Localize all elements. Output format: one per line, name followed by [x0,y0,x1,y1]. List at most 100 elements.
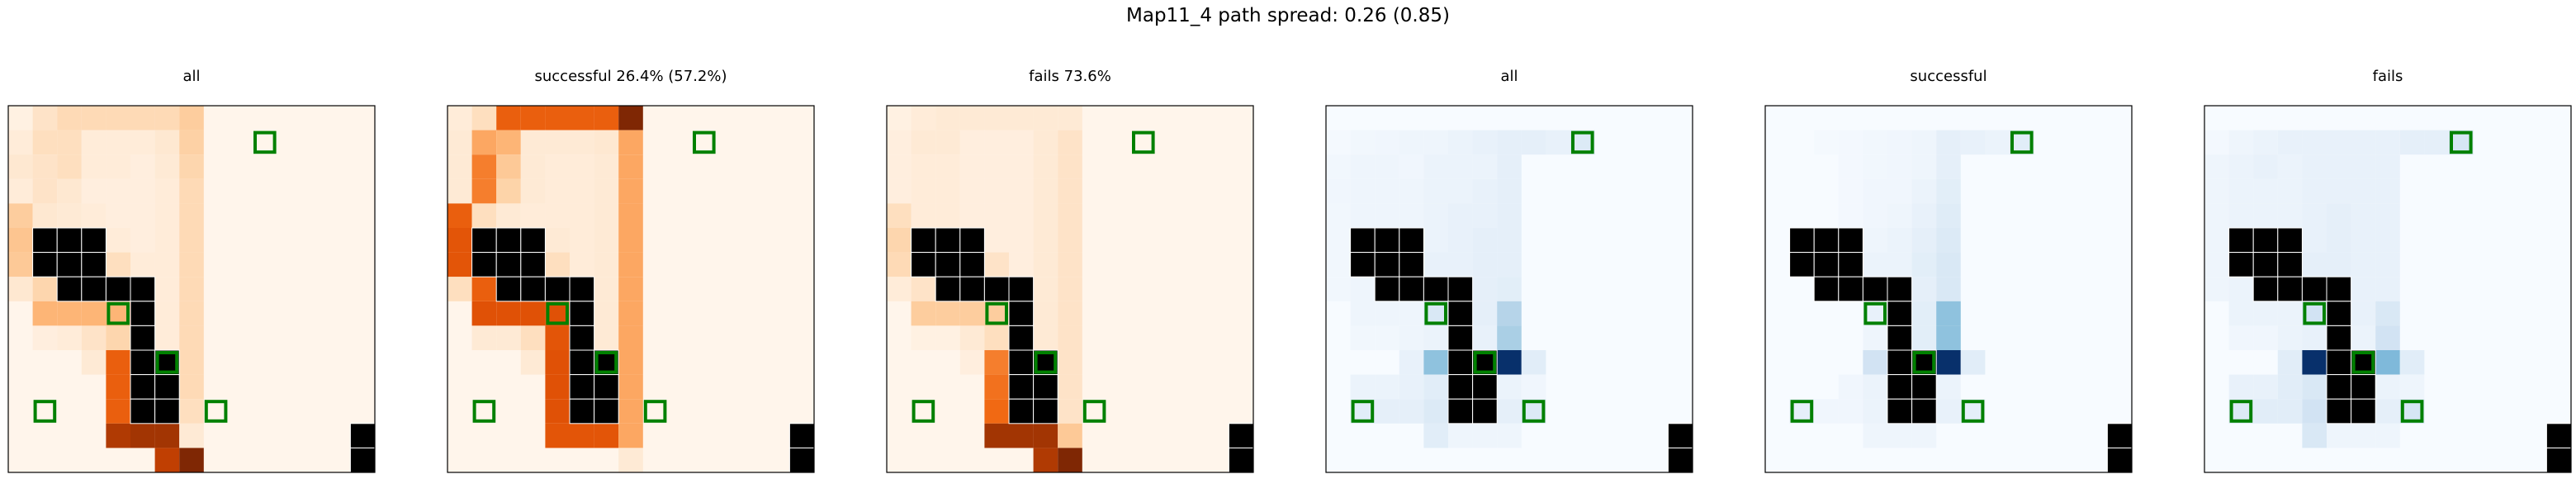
heatmap-cell [887,228,912,253]
heatmap-cell [1058,130,1082,155]
wall-cell [105,276,131,302]
heatmap-cell [1033,106,1058,130]
heatmap-cell [594,178,619,204]
heatmap-cell [496,325,521,350]
heatmap-cell [2228,277,2254,301]
heatmap-cell [2424,130,2449,155]
heatmap-cell [520,130,546,155]
heatmap-cell [1911,301,1937,326]
heatmap-cell [545,203,570,228]
heatmap-cell [1887,130,1912,155]
heatmap-cell [2375,130,2400,155]
heatmap-cell [471,154,497,179]
goal-marker [1424,301,1448,325]
heatmap-cell [447,277,472,301]
heatmap-cell [1399,350,1424,375]
heatmap-cell [1326,228,1351,253]
heatmap-cell [545,399,570,424]
goal-marker [2229,400,2253,423]
heatmap-cell [2253,399,2278,424]
heatmap-cell [179,178,204,204]
heatmap-cell [984,203,1009,228]
heatmap-cell [1497,252,1522,277]
wall-cell [911,227,936,254]
heatmap-cell [1423,423,1448,448]
heatmap-cell [2204,154,2229,179]
heatmap-cell [106,106,130,130]
heatmap-cell [1009,252,1034,277]
heatmap-cell [887,252,912,277]
heatmap-cell [1033,301,1058,326]
panel-frame [7,105,376,473]
heatmap-cell [2327,130,2351,155]
heatmap-cell [447,203,472,228]
wall-cell [1447,398,1474,424]
heatmap-cell [2351,301,2376,326]
heatmap-cell [2375,252,2400,277]
heatmap-cell [618,277,643,301]
heatmap-cell [1423,399,1448,424]
wall-cell [1667,423,1693,448]
heatmap-cell [2277,178,2303,204]
heatmap-cell [911,130,936,155]
heatmap-cell [2228,203,2254,228]
heatmap-cell [1009,154,1034,179]
heatmap-cell [1423,350,1448,375]
heatmap-cell [2228,301,2254,326]
heatmap-cell [179,277,204,301]
heatmap-cell [1472,203,1498,228]
heatmap-cell [2375,374,2400,400]
wall-cell [959,227,985,254]
heatmap-cell [594,252,619,277]
heatmap-cell [545,252,570,277]
heatmap-cell [154,130,180,155]
heatmap-cell [106,350,130,375]
wall-cell [959,276,985,302]
heatmap-cell [2327,228,2351,253]
wall-cell [594,398,619,424]
heatmap-cell [1448,228,1473,253]
heatmap-cell [8,203,33,228]
heatmap-cell [1814,399,1839,424]
heatmap-cell [1423,130,1448,155]
heatmap-cell [1497,228,1522,253]
heatmap-cell [154,252,180,277]
heatmap-cell [81,106,107,130]
heatmap-cell [1058,423,1082,448]
wall-cell [1911,398,1937,424]
heatmap-cell [1375,130,1399,155]
heatmap-cell [887,130,912,155]
wall-cell [130,374,156,400]
heatmap-cell [520,154,546,179]
heatmap-cell [496,203,521,228]
heatmap-cell [106,423,130,448]
heatmap-cell [2253,178,2278,204]
wall-cell [1008,398,1035,424]
heatmap-cell [520,178,546,204]
heatmap-cell [1497,277,1522,301]
wall-cell [81,276,107,302]
heatmap-cell [1448,178,1473,204]
heatmap-cell [1375,301,1399,326]
heatmap-cell [1058,154,1082,179]
heatmap-cell [984,399,1009,424]
wall-cell [1838,276,1863,302]
heatmap-cell [2302,399,2327,424]
wall-cell [520,227,546,254]
heatmap-cell [496,130,521,155]
heatmap-cell [1448,203,1473,228]
heatmap-cell [618,399,643,424]
heatmap-cell [618,154,643,179]
wall-cell [569,276,595,302]
heatmap-cell [8,277,33,301]
heatmap-cell [1448,130,1473,155]
wall-cell [788,447,815,473]
heatmap-panel: successful 26.4% (57.2%) [447,68,815,473]
wall-cell [1887,349,1913,376]
wall-cell [2351,374,2376,400]
heatmap-cell [984,228,1009,253]
wall-cell [154,398,180,424]
wall-cell [2252,227,2279,254]
wall-cell [788,423,815,448]
heatmap-cell [57,178,82,204]
